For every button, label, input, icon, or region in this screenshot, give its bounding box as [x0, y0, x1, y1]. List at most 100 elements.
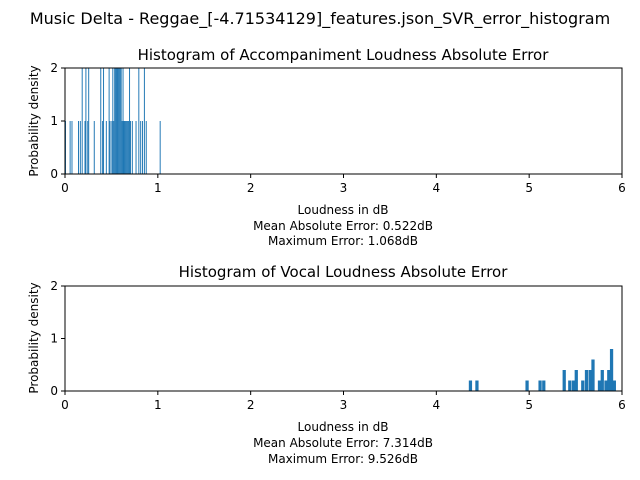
histogram-bar [114, 68, 116, 174]
y-tick-label: 2 [50, 61, 58, 75]
histogram-bar [140, 121, 142, 174]
histogram-bar [100, 68, 102, 174]
histogram-bar [604, 380, 608, 391]
histogram-bar [581, 380, 585, 391]
histogram-bar [143, 68, 145, 174]
histogram-bar [568, 380, 572, 391]
chart-title: Histogram of Accompaniment Loudness Abso… [138, 46, 550, 64]
histogram-bar [123, 121, 125, 174]
histogram-bar [109, 121, 111, 174]
histogram-bar [88, 68, 90, 174]
y-tick-label: 0 [50, 167, 58, 181]
histogram-bar [116, 68, 118, 174]
y-axis-label: Probability density [27, 282, 41, 393]
histogram-bar [103, 68, 105, 174]
histogram-bar [85, 68, 87, 174]
histogram-bar [600, 370, 604, 391]
histogram-bar [588, 370, 592, 391]
y-tick-label: 0 [50, 384, 58, 398]
histogram-bar [79, 121, 81, 174]
histogram-bar [609, 349, 614, 391]
histogram-bar [84, 121, 86, 174]
histogram-bar [116, 68, 118, 174]
histogram-bar [129, 121, 131, 174]
histogram-bar [126, 121, 128, 174]
x-tick-label: 5 [525, 398, 533, 412]
histogram-bar [159, 121, 161, 174]
histogram-bar [591, 359, 595, 391]
histogram-bar [113, 121, 115, 174]
histogram-bar [119, 68, 121, 174]
max-error-annotation: Maximum Error: 9.526dB [268, 452, 418, 466]
x-axis-label: Loudness in dB [298, 203, 389, 217]
histogram-bar [127, 121, 129, 174]
x-tick-label: 4 [433, 398, 441, 412]
histogram-bar [108, 68, 110, 174]
x-axis-label: Loudness in dB [298, 420, 389, 434]
histogram-bar [612, 380, 616, 391]
y-tick-label: 2 [50, 279, 58, 293]
histogram-bar [120, 68, 122, 174]
histogram-bar [468, 380, 473, 391]
histogram-bar [574, 370, 578, 391]
mean-error-annotation: Mean Absolute Error: 7.314dB [253, 436, 433, 450]
max-error-annotation: Maximum Error: 1.068dB [268, 234, 418, 248]
histogram-bar [87, 121, 89, 174]
histogram-bar [115, 68, 117, 174]
bars [65, 68, 161, 174]
histogram-bar [562, 370, 566, 391]
histogram-bar [125, 121, 127, 174]
x-tick-label: 2 [247, 181, 255, 195]
histogram-bar [102, 121, 104, 174]
axes: 0 1 2 3 4 5 6 0 1 2 [50, 279, 625, 412]
histogram-bar [111, 121, 113, 174]
histogram-bar [117, 68, 119, 174]
x-tick-label: 1 [154, 398, 162, 412]
x-tick-label: 6 [618, 181, 626, 195]
histogram-bar [131, 121, 133, 174]
x-tick-label: 3 [340, 398, 348, 412]
histogram-bar [475, 380, 479, 391]
x-tick-label: 0 [61, 181, 69, 195]
y-tick-label: 1 [50, 332, 58, 346]
histogram-bar [538, 380, 542, 391]
histogram-bar [571, 380, 576, 391]
histogram-bar [121, 121, 123, 174]
histogram-bar [124, 121, 126, 174]
bars [468, 349, 616, 391]
histogram-bar [105, 121, 107, 174]
x-tick-label: 4 [433, 181, 441, 195]
histogram-bar [81, 68, 83, 174]
histogram-bar [69, 121, 71, 174]
histogram-bar [122, 68, 124, 174]
histogram-bar [128, 121, 130, 174]
mean-error-annotation: Mean Absolute Error: 0.522dB [253, 219, 433, 233]
histogram-bar [135, 121, 137, 174]
histogram-bar [78, 121, 79, 174]
histogram-bar [129, 68, 131, 174]
histogram-bar [138, 68, 140, 174]
histogram-bar [584, 370, 589, 391]
histogram-bar [525, 380, 529, 391]
histogram-bar [112, 68, 114, 174]
x-tick-label: 0 [61, 398, 69, 412]
histogram-bar [145, 121, 147, 174]
histogram-bar [597, 380, 602, 391]
x-tick-label: 3 [340, 181, 348, 195]
chart-title: Histogram of Vocal Loudness Absolute Err… [179, 263, 509, 281]
histogram-bar [71, 121, 73, 174]
histogram-bar [542, 380, 546, 391]
vocal-histogram: Histogram of Vocal Loudness Absolute Err… [27, 263, 626, 466]
x-tick-label: 6 [618, 398, 626, 412]
histogram-bar [607, 370, 611, 391]
x-tick-label: 2 [247, 398, 255, 412]
y-tick-label: 1 [50, 114, 58, 128]
accompaniment-histogram: Histogram of Accompaniment Loudness Abso… [27, 46, 626, 248]
histogram-bar [142, 121, 144, 174]
figure-suptitle: Music Delta - Reggae_[-4.71534129]_featu… [30, 9, 610, 29]
x-tick-label: 1 [154, 181, 162, 195]
y-axis-label: Probability density [27, 65, 41, 176]
histogram-bar [118, 68, 120, 174]
x-tick-label: 5 [525, 181, 533, 195]
